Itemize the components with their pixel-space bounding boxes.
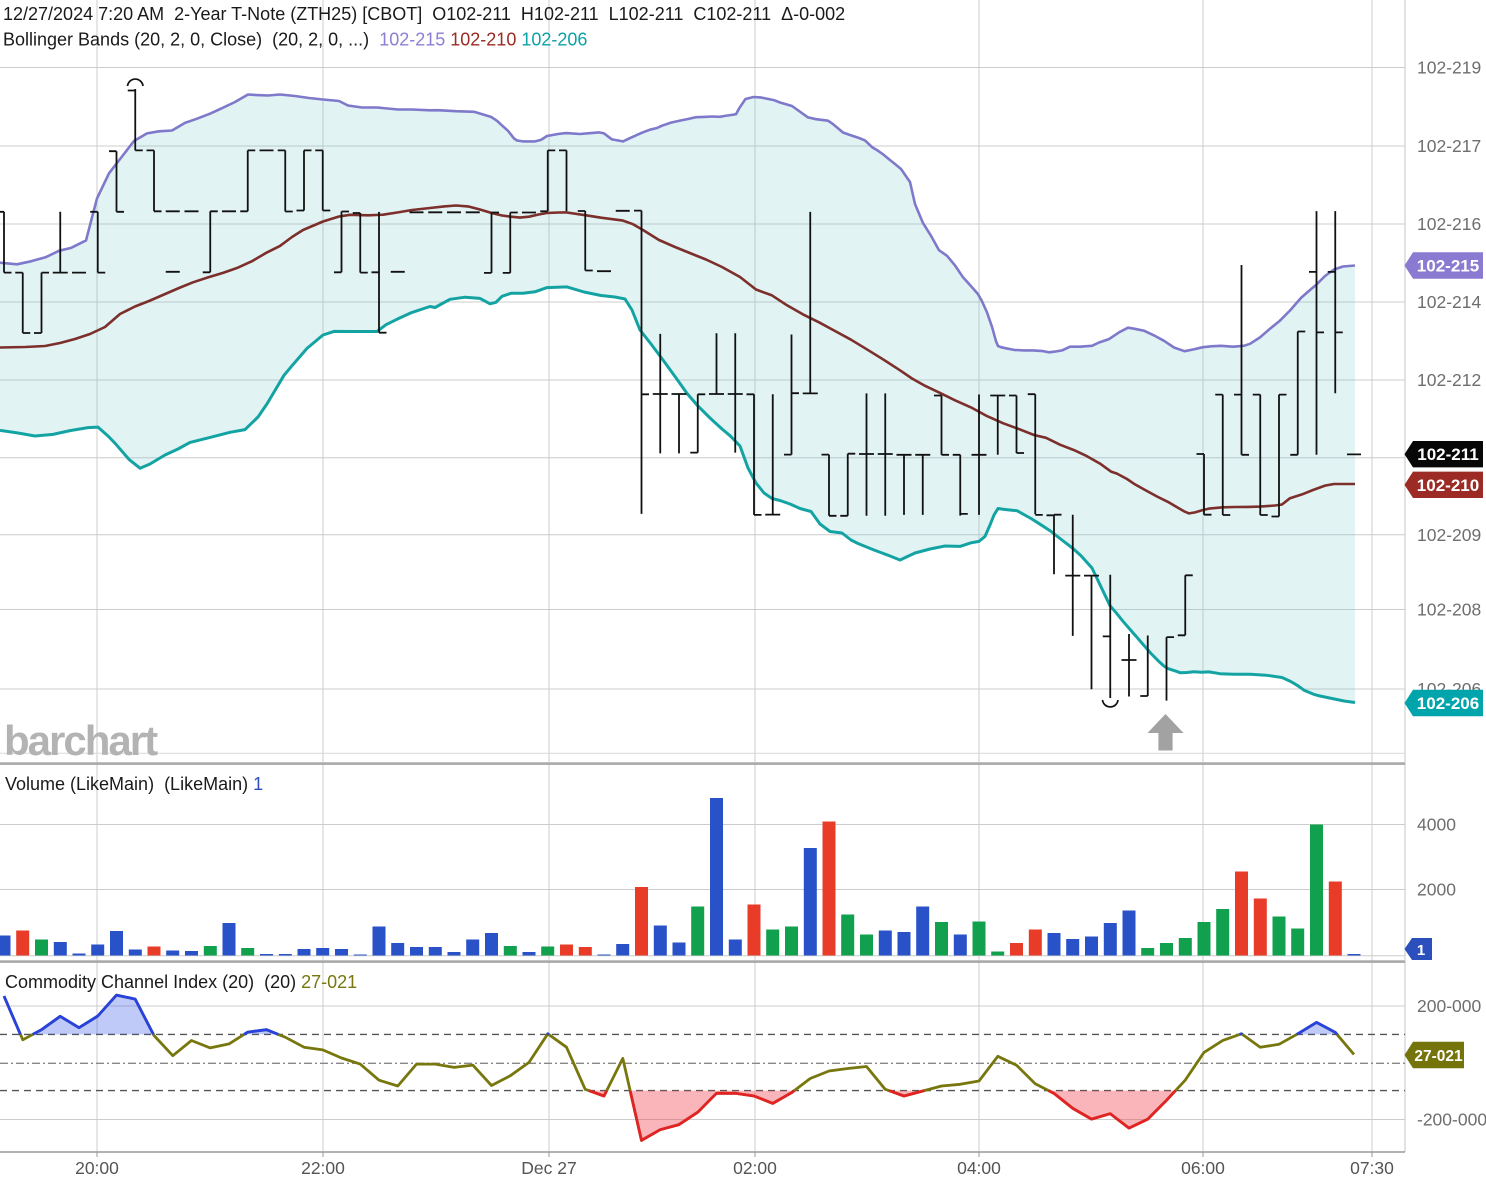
svg-text:2000: 2000 [1417,880,1456,900]
svg-text:Dec 27: Dec 27 [521,1158,576,1178]
svg-text:102-209: 102-209 [1417,525,1481,545]
svg-text:102-212: 102-212 [1417,370,1481,390]
svg-text:102-219: 102-219 [1417,58,1481,78]
svg-text:02:00: 02:00 [733,1158,777,1178]
svg-text:1: 1 [1417,942,1425,959]
svg-text:102-215: 102-215 [1417,257,1479,276]
svg-text:22:00: 22:00 [301,1158,345,1178]
svg-text:102-208: 102-208 [1417,600,1481,620]
svg-text:07:30: 07:30 [1350,1158,1394,1178]
svg-text:Bollinger Bands (20, 2, 0, Clo: Bollinger Bands (20, 2, 0, Close) (20, 2… [3,30,587,50]
svg-text:04:00: 04:00 [957,1158,1001,1178]
svg-text:4000: 4000 [1417,815,1456,835]
svg-text:27-021: 27-021 [1414,1048,1463,1065]
svg-text:06:00: 06:00 [1181,1158,1225,1178]
svg-text:barchart: barchart [4,717,158,764]
svg-text:102-206: 102-206 [1417,694,1479,713]
svg-text:-200-000: -200-000 [1417,1110,1486,1130]
svg-text:Volume (LikeMain) (LikeMain): Volume (LikeMain) (LikeMain) 1 [5,774,263,794]
svg-text:12/27/2024 7:20 AM 2-Year T-N: 12/27/2024 7:20 AM 2-Year T-Note (ZTH25)… [3,4,845,24]
svg-text:102-210: 102-210 [1417,476,1479,495]
svg-text:102-216: 102-216 [1417,214,1481,234]
svg-text:200-000: 200-000 [1417,996,1481,1016]
svg-text:102-214: 102-214 [1417,292,1481,312]
svg-text:102-211: 102-211 [1417,445,1478,464]
svg-text:20:00: 20:00 [75,1158,119,1178]
svg-text:102-217: 102-217 [1417,136,1481,156]
svg-text:Commodity Channel Index (20): Commodity Channel Index (20) (20) 27-021 [5,972,357,992]
